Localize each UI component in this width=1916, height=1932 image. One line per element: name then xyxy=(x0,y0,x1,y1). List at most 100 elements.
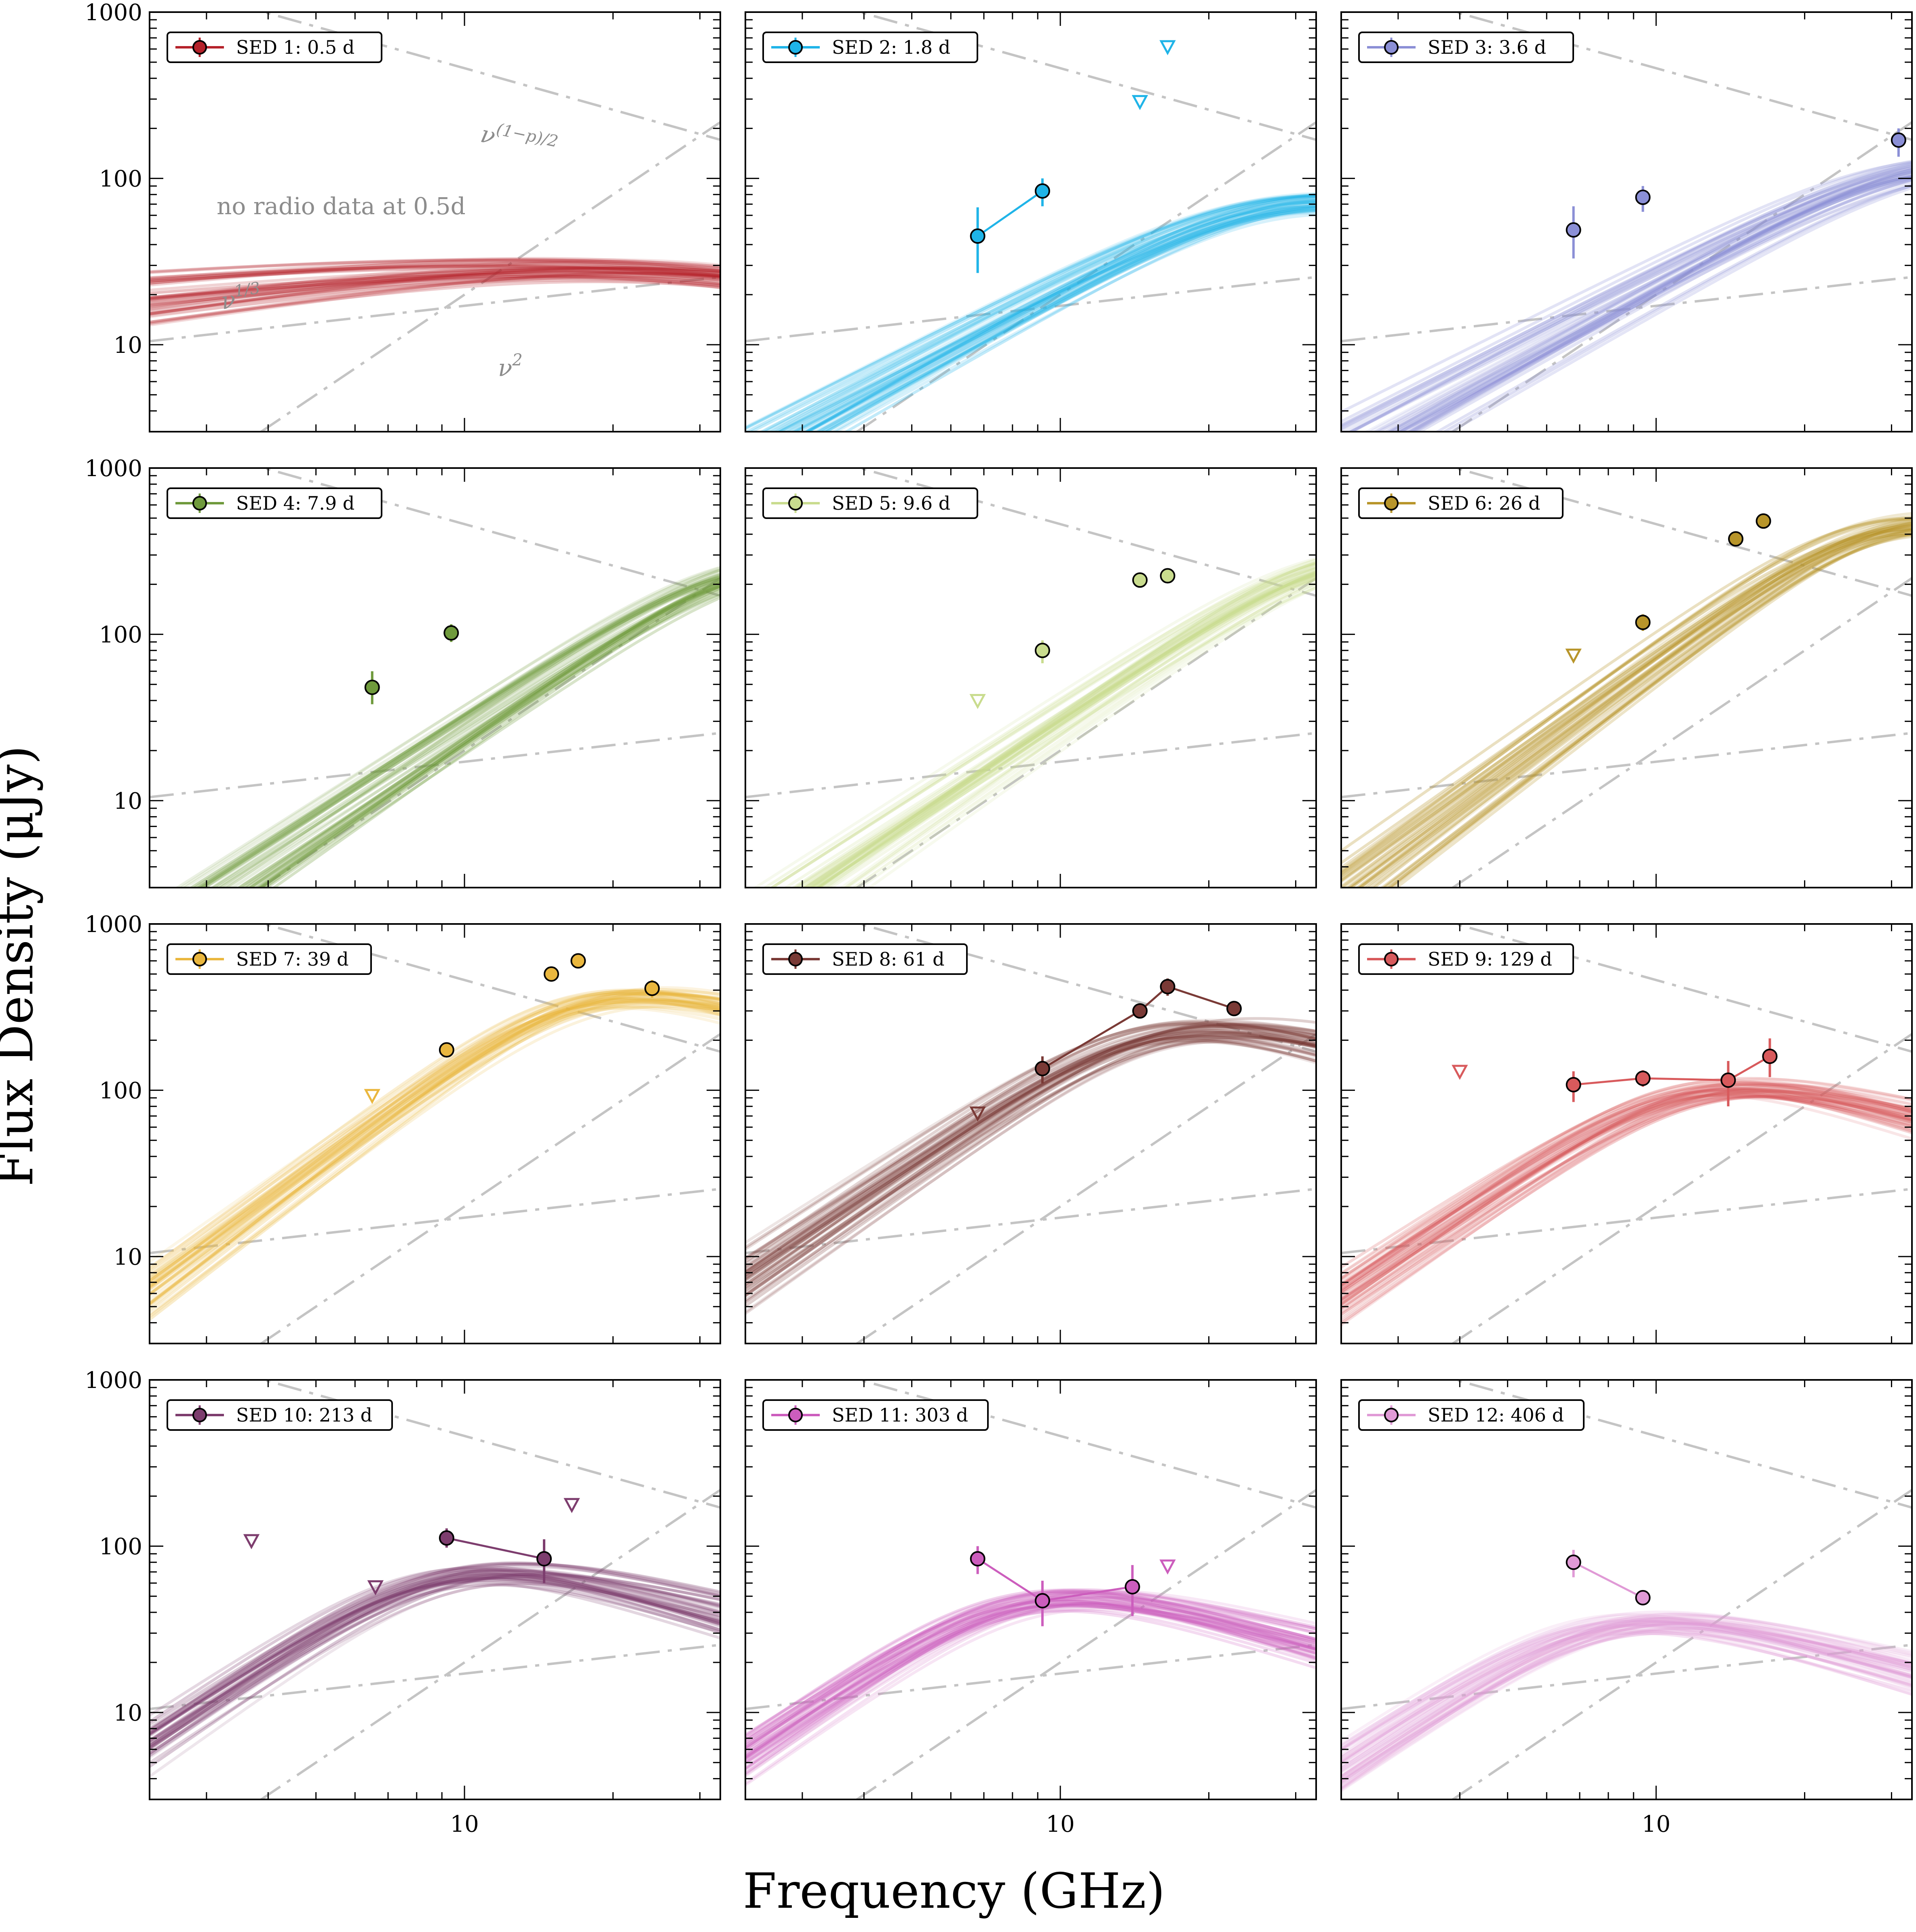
reference-line xyxy=(745,276,1316,343)
model-curve xyxy=(1341,1626,1912,1786)
model-curve xyxy=(150,265,720,279)
model-curve xyxy=(150,1004,720,1308)
panel-9: SED 9: 129 d xyxy=(1340,923,1913,1344)
model-curve xyxy=(150,1573,720,1751)
model-curve xyxy=(1364,168,1912,432)
model-curve xyxy=(776,198,1316,432)
model-curve xyxy=(777,209,1316,432)
panel-frame xyxy=(1340,467,1913,888)
model-curve xyxy=(817,205,1316,432)
model-curve xyxy=(1341,1083,1912,1280)
reference-line xyxy=(745,732,1316,799)
model-curve xyxy=(815,193,1316,432)
model-curve xyxy=(1357,522,1912,888)
model-curve xyxy=(150,989,720,1280)
model-curve xyxy=(745,195,1316,432)
data-point xyxy=(1635,1590,1651,1605)
model-curve xyxy=(1341,1619,1912,1757)
legend-label: SED 11: 303 d xyxy=(832,1404,968,1426)
model-curve xyxy=(203,575,720,888)
model-curve xyxy=(867,586,1316,888)
model-curve xyxy=(150,266,720,283)
upper-limit-marker xyxy=(969,694,986,709)
model-curve xyxy=(1341,1088,1912,1288)
data-point xyxy=(364,679,380,695)
model-curve xyxy=(745,1600,1316,1758)
legend-box xyxy=(762,487,978,519)
y-axis-title: Flux Density (μJy) xyxy=(0,746,44,1187)
model-curve xyxy=(825,571,1316,888)
model-curve xyxy=(150,997,720,1306)
model-curve xyxy=(1363,520,1912,888)
model-curve xyxy=(1341,532,1912,878)
legend-box xyxy=(167,1399,393,1431)
model-curve xyxy=(1435,184,1912,432)
model-curve xyxy=(150,1562,720,1732)
model-curve xyxy=(745,1596,1316,1761)
model-curve xyxy=(784,205,1316,432)
model-curve xyxy=(1405,170,1912,432)
model-curve xyxy=(745,1025,1316,1286)
legend-box xyxy=(1358,943,1574,975)
model-curve xyxy=(1341,1618,1912,1772)
model-curve xyxy=(1341,1095,1912,1301)
model-curve xyxy=(150,991,720,1312)
model-curve xyxy=(1356,524,1912,888)
model-curve xyxy=(198,578,720,888)
model-curve xyxy=(150,1567,720,1736)
data-point xyxy=(1728,531,1744,547)
model-curve xyxy=(247,584,720,888)
model-curve xyxy=(1341,1619,1912,1782)
model-curve xyxy=(1369,522,1912,888)
model-curve xyxy=(1341,1622,1912,1789)
model-curve xyxy=(237,594,720,888)
model-curve xyxy=(1341,1614,1912,1750)
model-curve xyxy=(745,1031,1316,1308)
model-curve xyxy=(1407,175,1912,432)
model-curve xyxy=(745,1590,1316,1769)
legend-marker xyxy=(788,952,803,966)
model-curve xyxy=(150,1563,720,1742)
ticks xyxy=(1341,923,1912,1344)
legend: SED 11: 303 d xyxy=(762,1399,989,1431)
model-curve xyxy=(150,1000,720,1298)
model-curve xyxy=(1388,532,1912,888)
panel-10: 10 100 1000 10 SED 10: 213 d xyxy=(84,1367,721,1837)
reference-line xyxy=(259,577,720,888)
model-curve xyxy=(248,580,720,888)
model-curve xyxy=(818,578,1316,888)
model-curve xyxy=(745,1600,1316,1745)
model-curve xyxy=(745,1036,1316,1278)
model-curve xyxy=(745,1037,1316,1274)
model-curve xyxy=(1341,1087,1912,1291)
model-curve xyxy=(745,1025,1316,1265)
legend-label: SED 10: 213 d xyxy=(236,1404,372,1426)
model-curve xyxy=(1343,169,1912,432)
model-curve xyxy=(1348,164,1912,432)
model-curve xyxy=(150,276,720,301)
plot-area xyxy=(1341,1380,1912,1799)
model-curve xyxy=(1341,1614,1912,1773)
data-point xyxy=(1635,1070,1651,1086)
model-curve xyxy=(150,1578,720,1735)
annotation-nu-squared: ν2 xyxy=(498,351,523,382)
model-curve xyxy=(1341,1626,1912,1792)
model-curve xyxy=(844,582,1316,888)
model-curve xyxy=(795,575,1316,888)
model-curve xyxy=(150,991,720,1278)
model-curve xyxy=(745,1596,1316,1747)
legend-marker xyxy=(192,40,207,55)
model-curve xyxy=(745,1592,1316,1775)
model-curve xyxy=(769,558,1316,888)
data-connector xyxy=(977,190,1043,237)
panel-5: SED 5: 9.6 d xyxy=(745,467,1317,888)
model-curve xyxy=(1341,1082,1912,1286)
model-curve xyxy=(150,267,720,302)
model-curve xyxy=(150,269,720,292)
data-point xyxy=(1226,1001,1242,1017)
model-curve xyxy=(803,199,1316,432)
model-curve xyxy=(150,993,720,1282)
model-curve xyxy=(1372,176,1912,432)
model-curve xyxy=(1386,523,1912,888)
model-curve xyxy=(745,1590,1316,1759)
